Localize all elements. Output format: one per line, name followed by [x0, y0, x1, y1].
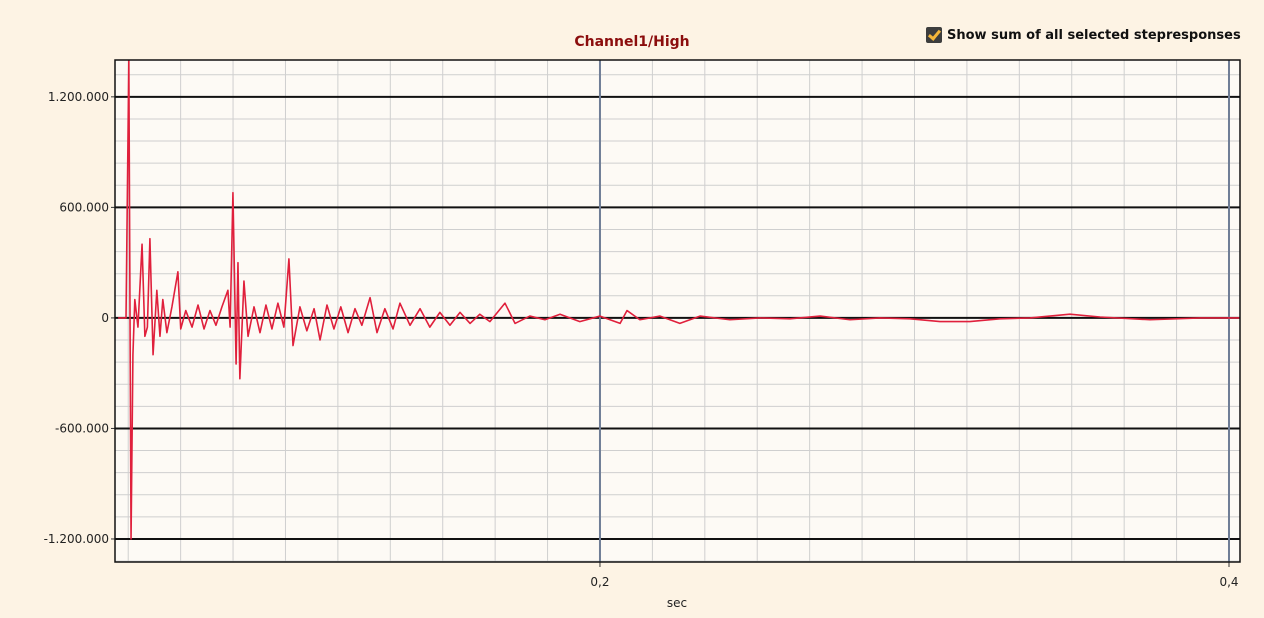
y-tick-label: 600.000 — [59, 200, 109, 214]
x-tick-label: 0,2 — [590, 575, 609, 589]
y-tick-label: 1.200.000 — [48, 90, 109, 104]
plot-border — [114, 59, 1241, 563]
x-tick-label: 0,4 — [1219, 575, 1238, 589]
checkbox[interactable]: Show sum of all selected stepresponses — [926, 27, 1241, 43]
data-line — [118, 60, 1240, 540]
y-tick-label: 0 — [101, 311, 109, 325]
plot-area — [115, 60, 1240, 562]
y-tick-label: -1.200.000 — [44, 532, 109, 546]
y-tick-label: -600.000 — [55, 421, 109, 435]
checkbox-box[interactable] — [926, 27, 942, 43]
checkbox-label[interactable]: Show sum of all selected stepresponses — [947, 27, 1241, 43]
x-axis-label: sec — [667, 596, 687, 610]
chart-title: Channel1/High — [574, 34, 689, 50]
